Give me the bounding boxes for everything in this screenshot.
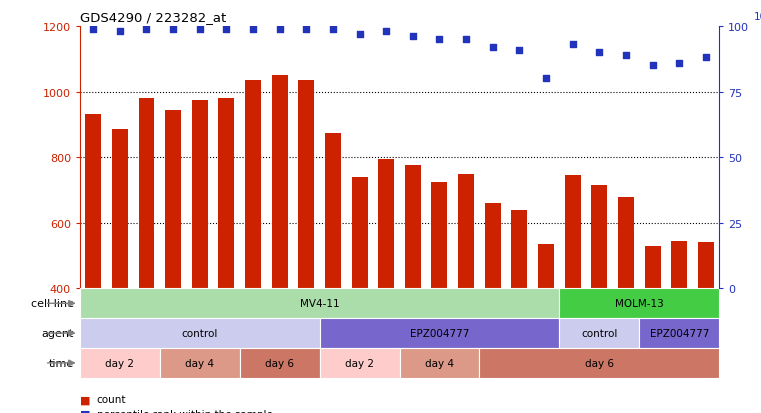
Point (193, 26, 205, 33)
Point (514, 47, 526, 54)
Point (380, 29, 393, 36)
Bar (80, 289, 559, 318)
Text: day 2: day 2 (345, 358, 374, 368)
Bar (538, 244, 554, 289)
Text: count: count (97, 394, 126, 404)
Text: MV4-11: MV4-11 (300, 299, 339, 309)
Bar (458, 174, 474, 289)
Bar (618, 197, 634, 289)
Point (594, 50, 606, 56)
Bar (112, 130, 128, 289)
Bar (320, 318, 559, 348)
Text: GDS4290 / 223282_at: GDS4290 / 223282_at (80, 11, 226, 24)
Bar (639, 318, 719, 348)
Point (647, 63, 659, 69)
Point (221, 26, 233, 33)
Point (566, 42, 579, 48)
Text: agent: agent (41, 328, 74, 338)
Point (673, 60, 686, 67)
Bar (698, 243, 714, 289)
Bar (80, 348, 160, 378)
Bar (378, 159, 394, 289)
Text: ■: ■ (80, 409, 91, 413)
Point (327, 26, 339, 33)
Bar (565, 176, 581, 289)
Text: day 6: day 6 (265, 358, 295, 368)
Point (87, 26, 99, 33)
Bar (559, 318, 639, 348)
Bar (352, 178, 368, 289)
Text: cell line: cell line (30, 299, 74, 309)
Bar (218, 99, 234, 289)
Text: day 4: day 4 (425, 358, 454, 368)
Point (140, 26, 152, 33)
Bar (671, 241, 687, 289)
Point (114, 29, 126, 36)
Bar (405, 166, 421, 289)
Text: day 2: day 2 (105, 358, 135, 368)
Bar (240, 348, 320, 378)
Bar (272, 76, 288, 289)
Text: MOLM-13: MOLM-13 (615, 299, 664, 309)
Point (434, 37, 446, 43)
Bar (559, 289, 719, 318)
Bar (431, 182, 447, 289)
Bar (298, 81, 314, 289)
Point (460, 37, 473, 43)
Bar (645, 246, 661, 289)
Text: percentile rank within the sample: percentile rank within the sample (97, 409, 272, 413)
Text: EPZ004777: EPZ004777 (409, 328, 470, 338)
Bar (192, 100, 208, 289)
Point (487, 45, 499, 51)
Point (619, 52, 632, 59)
Text: time: time (48, 358, 74, 368)
Bar (320, 348, 400, 378)
Point (247, 26, 259, 33)
Bar (165, 110, 181, 289)
Text: control: control (182, 328, 218, 338)
Text: ■: ■ (80, 394, 91, 404)
Point (167, 26, 180, 33)
Bar (80, 318, 320, 348)
Bar (139, 99, 154, 289)
Point (300, 26, 313, 33)
Point (540, 76, 552, 83)
Bar (325, 133, 341, 289)
Text: day 4: day 4 (185, 358, 215, 368)
Bar (479, 348, 719, 378)
Bar (85, 115, 101, 289)
Text: EPZ004777: EPZ004777 (649, 328, 709, 338)
Text: 100%: 100% (754, 12, 761, 21)
Point (407, 34, 419, 40)
Bar (485, 204, 501, 289)
Bar (400, 348, 479, 378)
Bar (160, 348, 240, 378)
Point (700, 55, 712, 62)
Text: day 6: day 6 (584, 358, 614, 368)
Point (353, 31, 365, 38)
Point (274, 26, 286, 33)
Text: control: control (581, 328, 617, 338)
Bar (591, 185, 607, 289)
Bar (245, 81, 261, 289)
Bar (511, 210, 527, 289)
